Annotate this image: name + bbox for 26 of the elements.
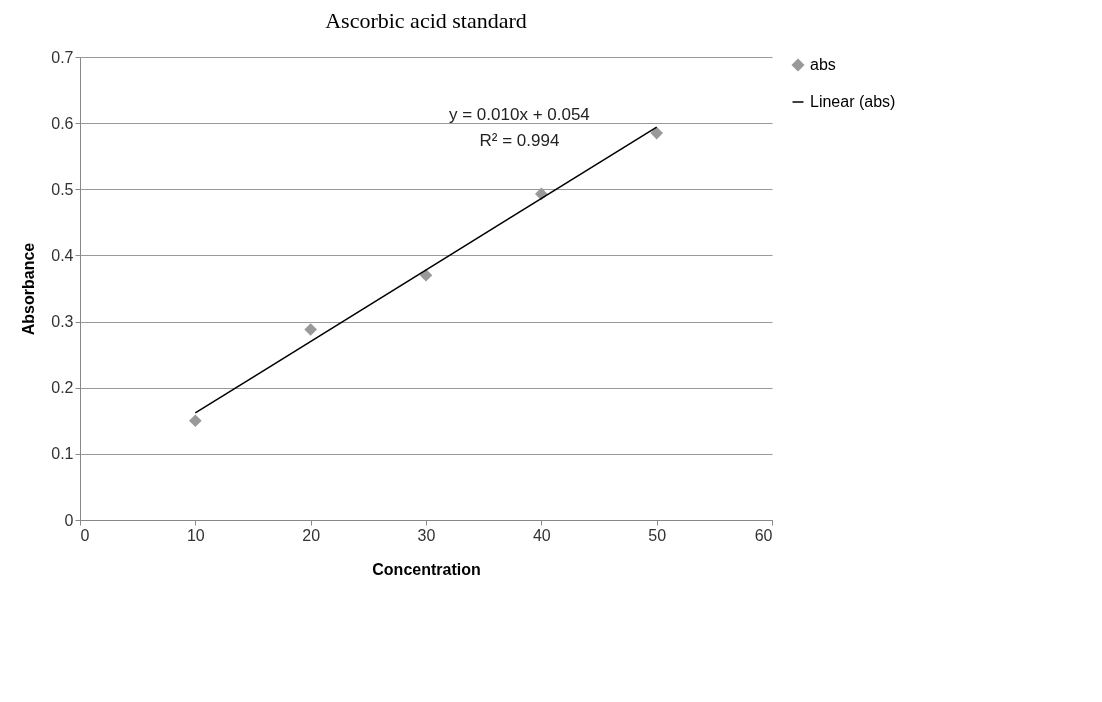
legend-label: Linear (abs) <box>810 93 896 110</box>
x-tick-label: 10 <box>186 526 205 544</box>
point <box>189 414 202 428</box>
x-tick-label: 50 <box>648 526 667 544</box>
x-tick-label: 60 <box>754 526 773 544</box>
y-tick-label: 0 <box>64 511 74 529</box>
x-axis-title: Concentration <box>372 560 481 578</box>
y-tick-label: 0.6 <box>51 114 74 132</box>
y-tick-label: 0.7 <box>51 48 74 66</box>
y-tick-label: 0.3 <box>51 313 74 331</box>
point <box>650 126 663 140</box>
y-tick-label: 0.1 <box>51 445 74 463</box>
y-tick-label: 0.2 <box>51 379 74 397</box>
y-axis-title: Absorbance <box>20 242 38 336</box>
annotation: R² = 0.994 <box>479 130 560 150</box>
x-tick-label: 20 <box>302 526 321 544</box>
y-tick-label: 0.4 <box>51 246 74 264</box>
x-tick-label: 0 <box>80 526 90 544</box>
y-tick-label: 0.5 <box>51 180 74 198</box>
x-tick-label: 40 <box>532 526 551 544</box>
point <box>419 268 433 282</box>
point <box>304 323 317 336</box>
annotation: y = 0.010x + 0.054 <box>449 104 590 124</box>
chart-title: Ascorbic acid standard <box>325 8 527 33</box>
legend-label: abs <box>810 56 836 73</box>
x-tick-label: 30 <box>417 526 436 544</box>
